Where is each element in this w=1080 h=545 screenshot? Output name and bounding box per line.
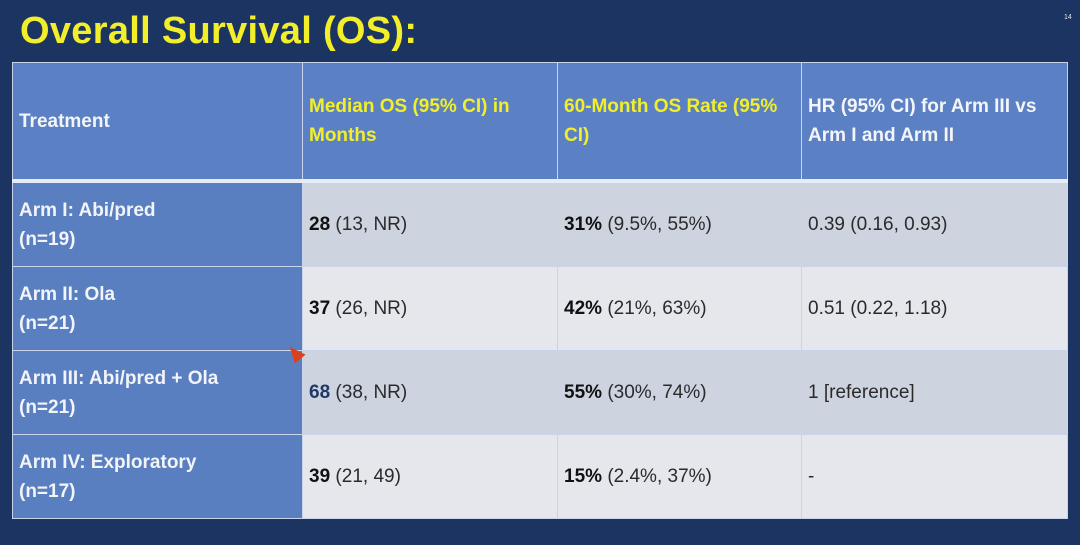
arm-name: Arm II: Ola — [19, 283, 116, 305]
treatment-cell: Arm I: Abi/pred (n=19) — [12, 180, 303, 267]
median-ci: (13, NR) — [335, 214, 408, 235]
treatment-cell: Arm II: Ola (n=21) — [12, 266, 303, 351]
os-rate-cell: 42% (21%, 63%) — [557, 266, 802, 351]
treatment-cell: Arm IV: Exploratory (n=17) — [12, 434, 303, 519]
median-ci: (21, 49) — [335, 466, 401, 487]
rate-value: 31% — [564, 214, 603, 235]
rate-value: 15% — [564, 466, 603, 487]
median-os-cell: 68 (38, NR) — [302, 350, 558, 435]
slide-title: Overall Survival (OS): — [20, 10, 418, 52]
arm-name: Arm III: Abi/pred + Ola — [19, 367, 219, 389]
arm-n: (n=17) — [19, 480, 76, 502]
hr-cell: 0.51 (0.22, 1.18) — [801, 266, 1068, 351]
median-value: 68 — [309, 382, 331, 403]
rate-ci: (9.5%, 55%) — [607, 214, 712, 235]
arm-n: (n=21) — [19, 312, 76, 334]
arm-n: (n=21) — [19, 396, 76, 418]
header-hazard-ratio: HR (95% CI) for Arm III vs Arm I and Arm… — [801, 62, 1068, 182]
rate-value: 42% — [564, 298, 603, 319]
table-row: Arm II: Ola (n=21) 37 (26, NR) 42% (21%, 63… — [12, 266, 1068, 351]
table-row: Arm I: Abi/pred (n=19) 28 (13, NR) 31% (9.5… — [12, 180, 1068, 267]
header-treatment: Treatment — [12, 62, 303, 182]
header-median-os: Median OS (95% CI) in Months — [302, 62, 558, 182]
os-rate-cell: 15% (2.4%, 37%) — [557, 434, 802, 519]
median-ci: (26, NR) — [335, 298, 408, 319]
arm-name: Arm IV: Exploratory — [19, 451, 197, 473]
table-header-row: Treatment Median OS (95% CI) in Months 6… — [12, 62, 1068, 182]
rate-ci: (30%, 74%) — [607, 382, 707, 403]
hr-cell: 0.39 (0.16, 0.93) — [801, 180, 1068, 267]
median-os-cell: 28 (13, NR) — [302, 180, 558, 267]
rate-ci: (21%, 63%) — [607, 298, 707, 319]
rate-ci: (2.4%, 37%) — [607, 466, 712, 487]
hr-cell: 1 [reference] — [801, 350, 1068, 435]
arm-name: Arm I: Abi/pred — [19, 199, 156, 221]
treatment-cell: Arm III: Abi/pred + Ola (n=21) — [12, 350, 303, 435]
median-value: 39 — [309, 466, 331, 487]
table-row: Arm III: Abi/pred + Ola (n=21) 68 (38, NR)… — [12, 350, 1068, 435]
os-rate-cell: 31% (9.5%, 55%) — [557, 180, 802, 267]
arm-n: (n=19) — [19, 228, 76, 250]
rate-value: 55% — [564, 382, 603, 403]
median-value: 28 — [309, 214, 331, 235]
hr-cell: - — [801, 434, 1068, 519]
page-number: 14 — [1064, 14, 1072, 21]
overall-survival-table: Treatment Median OS (95% CI) in Months 6… — [12, 62, 1068, 519]
median-os-cell: 37 (26, NR) — [302, 266, 558, 351]
os-rate-cell: 55% (30%, 74%) — [557, 350, 802, 435]
median-ci: (38, NR) — [335, 382, 408, 403]
median-value: 37 — [309, 298, 331, 319]
header-60-month-rate: 60-Month OS Rate (95% CI) — [557, 62, 802, 182]
median-os-cell: 39 (21, 49) — [302, 434, 558, 519]
table-row: Arm IV: Exploratory (n=17) 39 (21, 49) 15% … — [12, 434, 1068, 519]
